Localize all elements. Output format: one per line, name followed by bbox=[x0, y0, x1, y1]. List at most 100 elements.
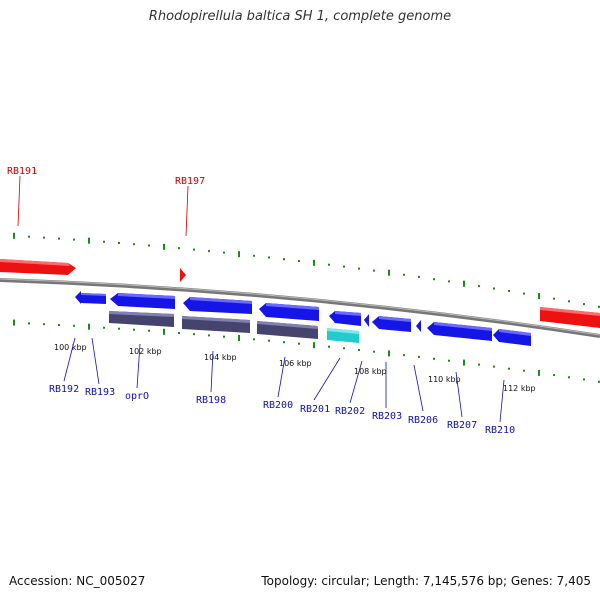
major-tick bbox=[13, 319, 15, 326]
minor-tick bbox=[178, 247, 180, 250]
minor-tick bbox=[433, 278, 435, 281]
minor-tick bbox=[418, 275, 420, 278]
rna-gene-1[interactable] bbox=[109, 311, 174, 327]
minor-tick bbox=[73, 238, 75, 241]
minor-tick bbox=[133, 243, 135, 246]
major-tick bbox=[538, 293, 540, 300]
minor-tick bbox=[553, 374, 555, 377]
minor-tick bbox=[73, 324, 75, 327]
minor-tick bbox=[448, 359, 450, 362]
minor-tick bbox=[298, 342, 300, 345]
highlight-label-rb191[interactable]: RB191 bbox=[7, 166, 37, 177]
outer-tick-track bbox=[13, 232, 600, 308]
gene-arrow-rb192[interactable] bbox=[75, 291, 106, 304]
major-tick bbox=[463, 359, 465, 366]
major-tick bbox=[88, 237, 90, 244]
minor-tick bbox=[58, 237, 60, 240]
highlight-label-rb197[interactable]: RB197 bbox=[175, 176, 205, 187]
minor-tick bbox=[283, 258, 285, 261]
highlight-gene-right[interactable] bbox=[540, 307, 600, 328]
minor-tick bbox=[583, 303, 585, 306]
minor-tick bbox=[193, 248, 195, 251]
gene-arrow-rb206[interactable] bbox=[427, 322, 492, 341]
minor-tick bbox=[178, 332, 180, 334]
gene-label-rb193[interactable]: RB193 bbox=[85, 387, 115, 398]
minor-tick bbox=[133, 328, 135, 331]
minor-tick bbox=[598, 305, 600, 308]
rna-gene-2[interactable] bbox=[182, 316, 250, 333]
minor-tick bbox=[523, 369, 525, 372]
minor-tick bbox=[523, 292, 525, 295]
gene-arrow-rb198[interactable] bbox=[259, 303, 319, 321]
gene-arrow-rb203[interactable] bbox=[416, 320, 421, 332]
minor-tick bbox=[598, 380, 600, 383]
minor-tick bbox=[223, 335, 225, 338]
minor-tick bbox=[403, 273, 405, 276]
minor-tick bbox=[223, 251, 225, 254]
rna-gene-3[interactable] bbox=[257, 321, 318, 339]
minor-tick bbox=[568, 376, 570, 379]
gene-label-rb192[interactable]: RB192 bbox=[49, 384, 79, 395]
minor-tick bbox=[448, 280, 450, 283]
highlight-gene-rb197-marker[interactable] bbox=[180, 268, 186, 282]
gene-label-rb198[interactable]: RB198 bbox=[196, 395, 226, 406]
major-tick bbox=[13, 232, 15, 239]
minor-tick bbox=[103, 326, 105, 329]
gene-label-leaders bbox=[63, 337, 505, 423]
major-tick bbox=[538, 369, 540, 376]
minor-tick bbox=[283, 341, 285, 344]
major-tick bbox=[238, 251, 240, 258]
minor-tick bbox=[28, 235, 30, 238]
minor-tick bbox=[583, 378, 585, 381]
minor-tick bbox=[478, 285, 480, 288]
genome-backbone-highlight bbox=[0, 278, 600, 336]
gene-arrow-rb207[interactable] bbox=[493, 329, 531, 346]
scale-label-100kbp: 100 kbp bbox=[54, 343, 87, 352]
minor-tick bbox=[268, 256, 270, 259]
gene-arrow-rb200[interactable] bbox=[329, 311, 361, 326]
minor-tick bbox=[358, 267, 360, 270]
minor-tick bbox=[268, 339, 270, 342]
highlight-gene-rb191[interactable] bbox=[0, 259, 76, 275]
minor-tick bbox=[403, 354, 405, 357]
misc-feature-cyan[interactable] bbox=[327, 328, 359, 343]
minor-tick bbox=[553, 297, 555, 300]
gene-label-rb201[interactable]: RB201 bbox=[300, 404, 330, 415]
scale-label-106kbp: 106 kbp bbox=[279, 359, 312, 368]
minor-tick bbox=[118, 327, 120, 330]
gene-arrow-rb201[interactable] bbox=[364, 314, 369, 327]
gene-label-rb202[interactable]: RB202 bbox=[335, 406, 365, 417]
major-tick bbox=[313, 259, 315, 266]
gene-label-rb206[interactable]: RB206 bbox=[408, 415, 438, 426]
gene-label-rb203[interactable]: RB203 bbox=[372, 411, 402, 422]
scale-label-108kbp: 108 kbp bbox=[354, 367, 387, 376]
minor-tick bbox=[193, 333, 195, 336]
gene-arrow-opro[interactable] bbox=[183, 297, 252, 314]
major-tick bbox=[388, 269, 390, 276]
minor-tick bbox=[373, 269, 375, 272]
gene-arrow-rb193[interactable] bbox=[110, 293, 175, 309]
gene-label-rb207[interactable]: RB207 bbox=[447, 420, 477, 431]
gene-label-rb200[interactable]: RB200 bbox=[263, 400, 293, 411]
scale-label-104kbp: 104 kbp bbox=[204, 353, 237, 362]
minor-tick bbox=[43, 323, 45, 326]
major-tick bbox=[313, 342, 315, 349]
minor-tick bbox=[373, 350, 375, 353]
minor-tick bbox=[253, 254, 255, 257]
minor-tick bbox=[298, 260, 300, 262]
genome-backbone bbox=[0, 278, 600, 338]
gene-label-rb210[interactable]: RB210 bbox=[485, 425, 515, 436]
minor-tick bbox=[148, 244, 150, 247]
gene-label-opro[interactable]: oprO bbox=[125, 391, 149, 402]
minor-tick bbox=[253, 338, 255, 341]
minor-tick bbox=[418, 355, 420, 358]
minor-tick bbox=[358, 349, 360, 351]
scale-label-112kbp: 112 kbp bbox=[503, 384, 536, 393]
gene-arrow-rb202[interactable] bbox=[372, 316, 411, 332]
scale-label-102kbp: 102 kbp bbox=[129, 347, 162, 356]
minor-tick bbox=[478, 363, 480, 366]
minor-tick bbox=[103, 240, 105, 243]
minor-tick bbox=[58, 324, 60, 326]
minor-tick bbox=[508, 290, 510, 292]
